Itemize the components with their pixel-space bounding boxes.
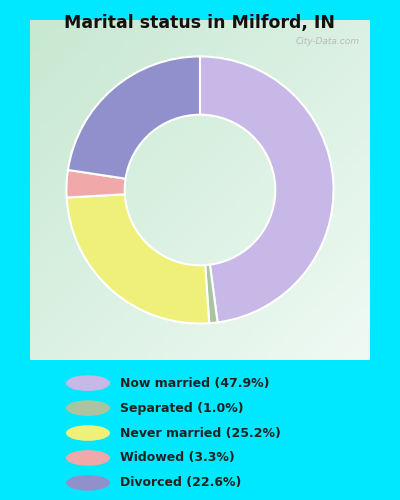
- Text: Separated (1.0%): Separated (1.0%): [120, 402, 244, 414]
- Wedge shape: [205, 264, 218, 324]
- Text: Now married (47.9%): Now married (47.9%): [120, 376, 270, 390]
- Wedge shape: [67, 194, 209, 324]
- Circle shape: [66, 475, 110, 490]
- Text: City-Data.com: City-Data.com: [296, 37, 360, 46]
- Text: Widowed (3.3%): Widowed (3.3%): [120, 452, 235, 464]
- Text: Divorced (22.6%): Divorced (22.6%): [120, 476, 241, 490]
- Circle shape: [66, 376, 110, 391]
- Circle shape: [66, 425, 110, 441]
- Wedge shape: [200, 56, 334, 322]
- Wedge shape: [68, 56, 200, 178]
- Wedge shape: [66, 170, 126, 198]
- Text: Marital status in Milford, IN: Marital status in Milford, IN: [64, 14, 336, 32]
- Circle shape: [66, 450, 110, 466]
- Text: Never married (25.2%): Never married (25.2%): [120, 426, 281, 440]
- Circle shape: [66, 400, 110, 416]
